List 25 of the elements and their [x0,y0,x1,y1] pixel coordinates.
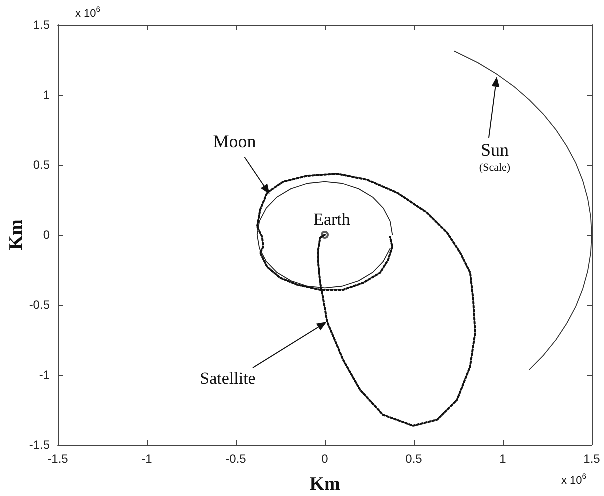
annotation: Satellite [200,368,256,388]
y-tick-label: 1 [43,88,50,102]
y-tick-label: -1.5 [29,438,50,452]
x-tick-label: 0.5 [406,452,423,466]
x-tick-label: 1 [500,452,507,466]
y-axis-title: Km [6,220,26,250]
annotation: Earth [314,210,351,228]
line-series [256,172,476,427]
x-tick-label: -0.5 [226,452,247,466]
y-tick-label: -1 [39,368,50,382]
annotation: Moon [213,131,256,152]
text: x 10$^{6}$ [75,5,101,20]
x-tick-label: -1 [142,452,153,466]
y-tick-label: 1.5 [33,18,50,32]
x-tick-label: 0 [322,452,329,466]
line-series [256,181,394,289]
line-series [454,50,592,370]
annotation: Sun [480,140,510,160]
annotation: (Scale) [479,162,511,174]
y-tick-label: 0 [43,228,50,242]
x-tick-label: 1.5 [584,452,601,466]
x-axis-title: Km [310,474,340,494]
text: x 10$^{6}$ [561,472,587,487]
y-tick-label: -0.5 [29,298,50,312]
y-tick-label: 0.5 [33,158,50,172]
